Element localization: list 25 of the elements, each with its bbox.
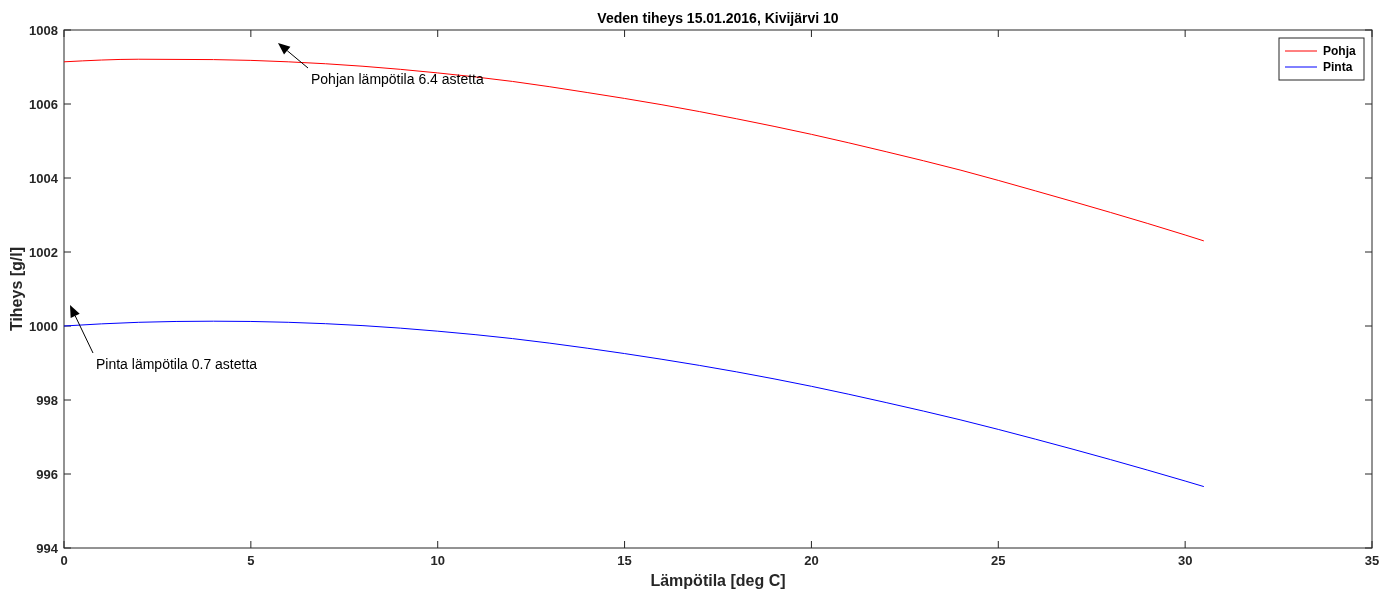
annotation: Pohjan lämpötila 6.4 astetta	[311, 71, 484, 87]
line-series	[63, 320, 1205, 488]
y-tick-label: 996	[36, 466, 58, 482]
x-axis-title: Lämpötila [deg C]	[650, 572, 786, 589]
x-tick-label: 35	[1364, 553, 1380, 568]
line-series	[63, 58, 1205, 242]
y-tick-label: 1004	[29, 170, 59, 186]
x-tick-label: 0	[60, 553, 68, 568]
chart-title: Veden tiheys 15.01.2016, Kivijärvi 10	[597, 10, 839, 26]
y-tick-label: 1008	[29, 22, 58, 38]
legend-label: Pinta	[1323, 60, 1353, 74]
x-tick-label: 25	[991, 553, 1006, 568]
legend-label: Pohja	[1323, 44, 1356, 58]
x-tick-label: 15	[617, 553, 632, 568]
y-tick-label: 998	[36, 392, 58, 408]
y-tick-label: 1002	[29, 244, 58, 260]
x-tick-label: 10	[430, 553, 445, 568]
y-tick-label: 1006	[29, 96, 58, 112]
y-axis-title: Tiheys [g/l]	[8, 246, 25, 332]
y-tick-label: 994	[36, 540, 59, 556]
y-tick-label: 1000	[29, 318, 58, 334]
annotation: Pinta lämpötila 0.7 astetta	[96, 356, 258, 372]
x-tick-label: 5	[247, 553, 255, 568]
x-tick-label: 30	[1177, 553, 1193, 568]
x-tick-label: 20	[804, 553, 819, 568]
